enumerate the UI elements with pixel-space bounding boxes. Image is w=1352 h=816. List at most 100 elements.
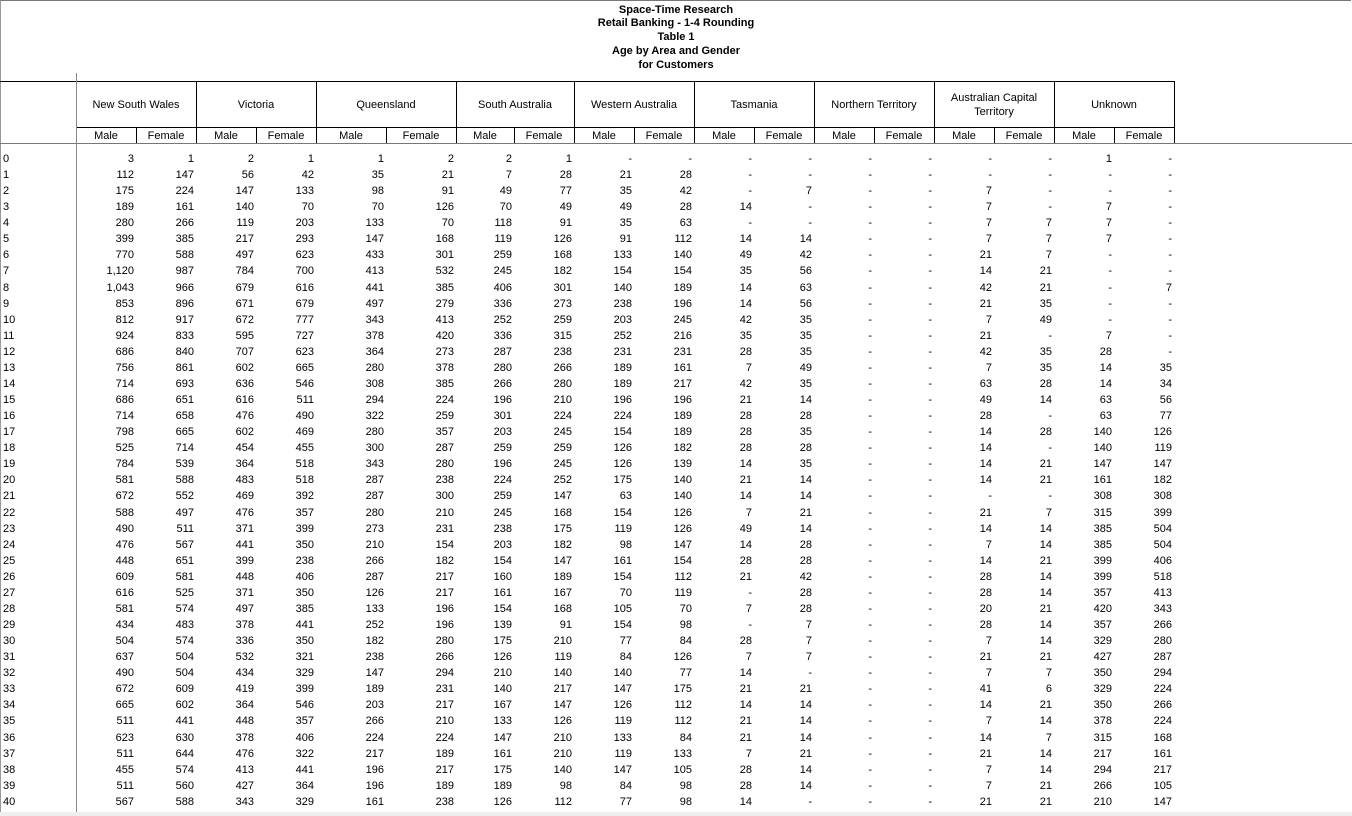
table-cell: - <box>748 153 752 165</box>
row-label-age: 24 <box>3 539 16 551</box>
gender-header-female: Female <box>765 129 803 142</box>
table-cell: 196 <box>435 619 454 631</box>
table-cell: 588 <box>175 249 194 261</box>
table-cell: 224 <box>553 410 572 422</box>
table-cell: 266 <box>435 651 454 663</box>
table-cell: 329 <box>295 796 314 808</box>
table-cell: 602 <box>235 362 254 374</box>
table-cell: 49 <box>619 201 632 213</box>
table-cell: 441 <box>235 539 254 551</box>
table-cell: - <box>868 410 872 422</box>
table-cell: 280 <box>365 507 384 519</box>
table-cell: 161 <box>493 587 512 599</box>
gender-header-male: Male <box>473 129 497 142</box>
table-cell: 147 <box>365 233 384 245</box>
table-cell: 385 <box>295 603 314 615</box>
table-cell: 210 <box>435 715 454 727</box>
table-cell: 140 <box>553 764 572 776</box>
table-cell: 777 <box>295 314 314 326</box>
table-cell: 511 <box>116 748 134 760</box>
table-cell: 91 <box>619 233 632 245</box>
table-cell: - <box>868 458 872 470</box>
table-cell: 413 <box>365 265 384 277</box>
table-cell: 119 <box>494 233 512 245</box>
table-cell: - <box>868 683 872 695</box>
table-cell: 231 <box>435 683 454 695</box>
table-cell: - <box>928 748 932 760</box>
table-cell: 119 <box>554 651 572 663</box>
table-cell: - <box>928 539 932 551</box>
table-cell: - <box>868 667 872 679</box>
table-cell: 665 <box>115 699 134 711</box>
table-cell: 224 <box>365 732 384 744</box>
row-label-age: 19 <box>3 458 16 470</box>
table-cell: 196 <box>673 394 692 406</box>
table-cell: 636 <box>235 378 254 390</box>
table-cell: 630 <box>175 732 194 744</box>
table-cell: - <box>868 571 872 583</box>
table-cell: 28 <box>739 410 752 422</box>
table-cell: 28 <box>559 169 572 181</box>
area-divider <box>814 81 815 143</box>
table-cell: 833 <box>175 330 194 342</box>
table-cell: 672 <box>115 683 134 695</box>
table-cell: 189 <box>613 362 632 374</box>
table-cell: 56 <box>799 298 812 310</box>
table-cell: - <box>928 442 932 454</box>
table-cell: 161 <box>1093 474 1112 486</box>
table-cell: 35 <box>371 169 384 181</box>
table-cell: 21 <box>739 715 752 727</box>
table-cell: 300 <box>365 442 384 454</box>
table-cell: 217 <box>553 683 572 695</box>
row-label-divider <box>76 73 77 813</box>
table-cell: 14 <box>739 699 752 711</box>
table-cell: 14 <box>979 426 992 438</box>
table-cell: - <box>928 764 932 776</box>
table-cell: 35 <box>1039 298 1052 310</box>
table-cell: 14 <box>1039 571 1052 583</box>
table-cell: 14 <box>1039 635 1052 647</box>
table-cell: 238 <box>365 651 384 663</box>
table-cell: 504 <box>1153 539 1172 551</box>
table-cell: - <box>868 539 872 551</box>
table-cell: 35 <box>799 346 812 358</box>
table-cell: 154 <box>613 426 632 438</box>
table-cell: 924 <box>115 330 134 342</box>
table-cell: 427 <box>235 780 254 792</box>
table-cell: 616 <box>295 282 314 294</box>
table-cell: 231 <box>673 346 692 358</box>
table-cell: 7 <box>985 217 992 229</box>
area-header: Northern Territory <box>831 98 917 111</box>
table-cell: 14 <box>799 394 812 406</box>
table-cell: 7 <box>1045 732 1052 744</box>
table-cell: 126 <box>613 442 632 454</box>
table-cell: 112 <box>674 699 692 711</box>
table-cell: 609 <box>175 683 194 695</box>
table-cell: 14 <box>1039 523 1052 535</box>
row-label-age: 17 <box>3 426 16 438</box>
table-cell: 112 <box>554 796 572 808</box>
table-cell: 518 <box>1153 571 1172 583</box>
row-label-age: 21 <box>3 490 16 502</box>
table-cell: 686 <box>115 346 134 358</box>
table-cell: 126 <box>1153 426 1172 438</box>
table-cell: 308 <box>1093 490 1112 502</box>
table-cell: 623 <box>295 346 314 358</box>
table-cell: 161 <box>175 201 194 213</box>
table-cell: 21 <box>979 507 992 519</box>
table-cell: 56 <box>1159 394 1172 406</box>
table-cell: 98 <box>559 780 572 792</box>
table-cell: - <box>928 683 932 695</box>
gender-divider <box>256 127 257 143</box>
report-title-line: for Customers <box>638 59 714 71</box>
table-cell: 14 <box>979 555 992 567</box>
table-cell: 315 <box>1093 507 1112 519</box>
horizontal-scrollbar[interactable] <box>0 812 1352 816</box>
table-cell: - <box>928 780 932 792</box>
table-cell: 399 <box>1093 571 1112 583</box>
table-cell: 168 <box>435 233 454 245</box>
table-cell: 266 <box>365 555 384 567</box>
table-cell: 112 <box>674 715 692 727</box>
table-cell: 77 <box>619 796 632 808</box>
table-cell: 21 <box>799 507 812 519</box>
